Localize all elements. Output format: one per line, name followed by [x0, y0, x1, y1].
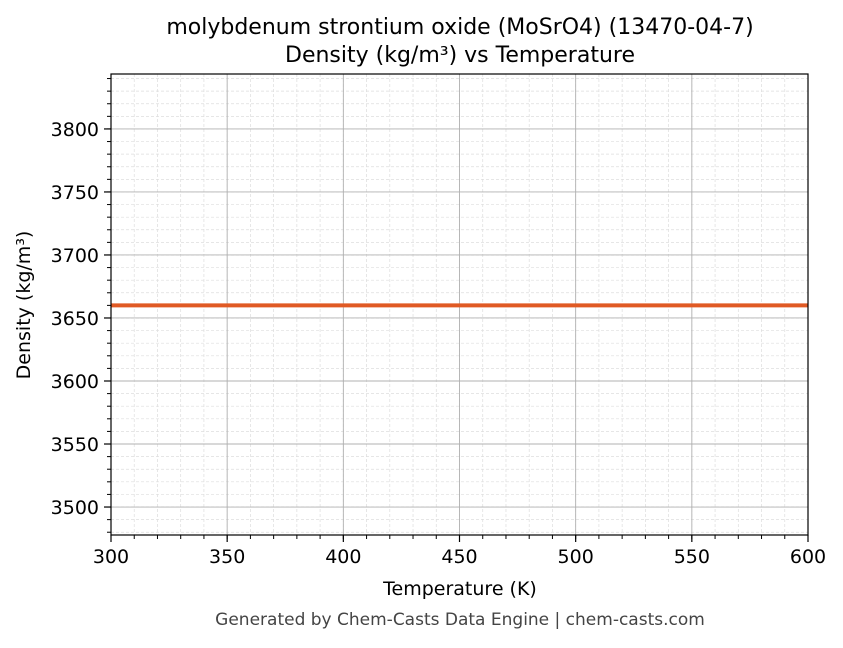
y-tick-label: 3800 — [51, 119, 99, 141]
y-tick-label: 3550 — [51, 434, 99, 456]
y-tick-label: 3650 — [51, 308, 99, 330]
x-tick-label: 500 — [558, 546, 594, 568]
chart-subtitle: Density (kg/m³) vs Temperature — [285, 43, 635, 68]
x-tick-label: 300 — [93, 546, 129, 568]
y-tick-label: 3750 — [51, 182, 99, 204]
footer-credit: Generated by Chem-Casts Data Engine | ch… — [215, 610, 705, 630]
x-tick-label: 550 — [674, 546, 710, 568]
x-tick-label: 350 — [209, 546, 245, 568]
y-tick-label: 3500 — [51, 497, 99, 519]
y-tick-label: 3600 — [51, 371, 99, 393]
x-tick-label: 400 — [325, 546, 361, 568]
y-tick-label: 3700 — [51, 245, 99, 267]
x-axis-label: Temperature (K) — [382, 578, 537, 600]
y-axis-label: Density (kg/m³) — [13, 231, 35, 380]
x-tick-label: 450 — [441, 546, 477, 568]
chart-title: molybdenum strontium oxide (MoSrO4) (134… — [166, 15, 753, 40]
x-tick-label: 600 — [790, 546, 826, 568]
